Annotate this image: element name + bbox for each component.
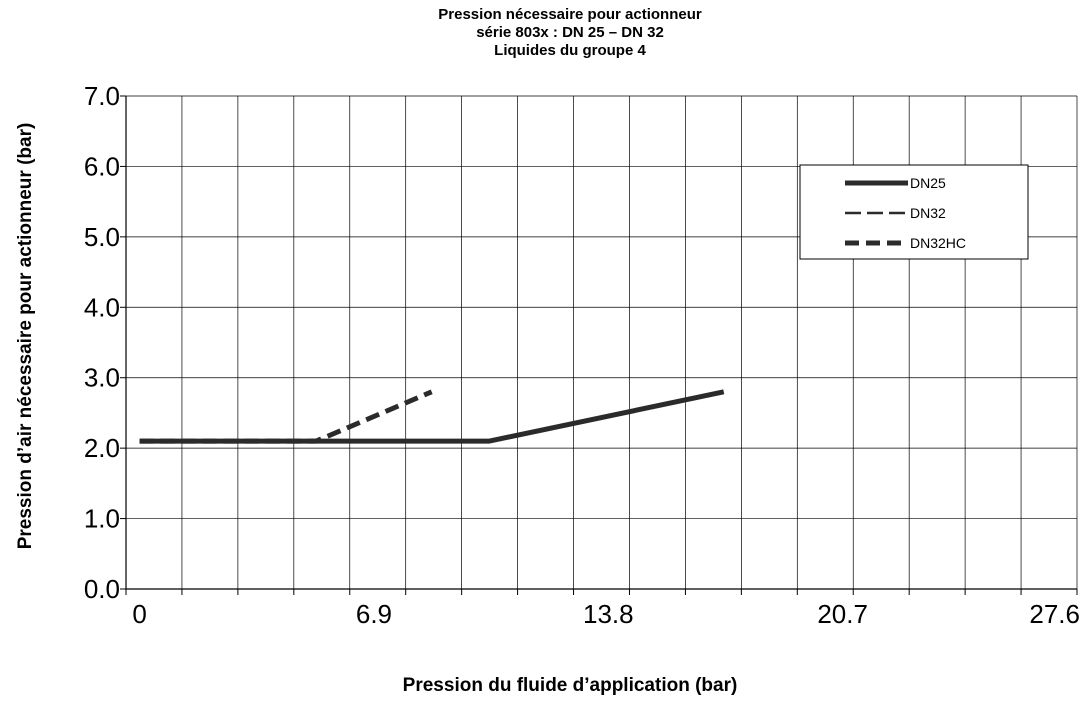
series-line-dn32hc [139, 389, 433, 444]
legend-label-dn32hc: DN32HC [910, 235, 966, 251]
y-axis-label: Pression d’air nécessaire pour actionneu… [15, 123, 36, 550]
x-tick-labels: 0 6.9 13.8 20.7 27.6 [132, 599, 1080, 629]
series-line-dn25 [139, 389, 725, 444]
axes [120, 95, 1078, 595]
x-axis-label: Pression du fluide d’application (bar) [403, 675, 738, 696]
chart-title-line-3: Liquides du groupe 4 [494, 42, 646, 59]
y-tick-labels: 0.0 1.0 2.0 3.0 4.0 5.0 6.0 7.0 [84, 81, 120, 604]
legend-box [799, 164, 1029, 260]
x-tick-label: 0 [132, 599, 146, 629]
y-tick-label: 7.0 [84, 81, 120, 111]
x-tick-label: 13.8 [583, 599, 634, 629]
y-tick-label: 1.0 [84, 504, 120, 534]
x-tick-label: 27.6 [1029, 599, 1080, 629]
chart-title-line-1: Pression nécessaire pour actionneur [438, 6, 702, 23]
legend-label-dn25: DN25 [910, 175, 946, 191]
legend-label-dn32: DN32 [910, 205, 946, 221]
y-tick-label: 6.0 [84, 151, 120, 181]
series-line-dn32 [139, 390, 725, 443]
y-tick-label: 2.0 [84, 433, 120, 463]
y-tick-label: 5.0 [84, 222, 120, 252]
y-tick-label: 3.0 [84, 363, 120, 393]
legend: DN25 DN32 DN32HC [799, 164, 1029, 260]
chart-title-line-2: série 803x : DN 25 – DN 32 [476, 24, 664, 41]
x-tick-label: 20.7 [817, 599, 868, 629]
series-lines [139, 389, 725, 444]
y-tick-label: 0.0 [84, 574, 120, 604]
x-tick-label: 6.9 [356, 599, 392, 629]
y-tick-label: 4.0 [84, 292, 120, 322]
